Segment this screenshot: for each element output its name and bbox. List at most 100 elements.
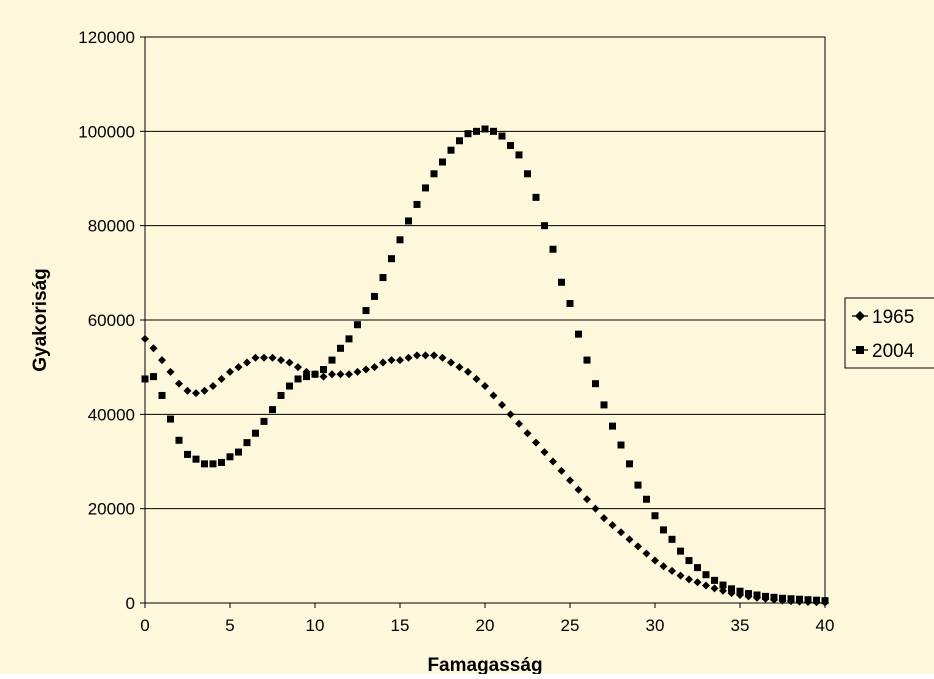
legend-marker-1965	[855, 311, 865, 321]
point-2004	[770, 593, 778, 601]
point-2004	[150, 373, 157, 381]
point-1965	[345, 370, 353, 379]
legend-box	[844, 297, 934, 369]
point-1965	[328, 370, 336, 379]
point-1965	[600, 514, 608, 523]
y-tick-label: 20000	[88, 500, 135, 519]
point-1965	[404, 353, 413, 362]
point-2004	[575, 330, 582, 338]
point-2004	[201, 460, 208, 468]
point-1965	[676, 571, 685, 580]
point-1965	[651, 556, 659, 565]
point-1965	[549, 457, 557, 466]
point-1965	[413, 351, 421, 360]
point-2004	[362, 307, 370, 315]
legend-marker-2004	[856, 346, 864, 354]
point-2004	[779, 594, 786, 602]
point-2004	[345, 335, 353, 343]
y-tick-label: 40000	[88, 405, 135, 424]
point-2004	[422, 184, 429, 192]
point-1965	[396, 356, 404, 365]
point-2004	[439, 158, 446, 166]
y-tick-label: 60000	[88, 311, 135, 330]
point-1965	[209, 382, 217, 391]
legend-label-1965: 1965	[872, 307, 914, 328]
x-tick-label: 15	[391, 616, 410, 635]
gridlines	[145, 130, 825, 510]
point-2004	[745, 590, 752, 598]
point-2004	[634, 481, 642, 489]
point-2004	[643, 495, 650, 503]
point-2004	[549, 245, 557, 253]
point-2004	[592, 380, 599, 388]
point-2004	[447, 146, 455, 154]
point-2004	[677, 547, 684, 555]
point-1965	[336, 370, 345, 379]
x-tick-label: 25	[561, 616, 580, 635]
y-tick-label: 120000	[78, 28, 135, 47]
point-1965	[591, 504, 600, 513]
point-1965	[243, 358, 251, 367]
point-2004	[294, 375, 302, 383]
point-2004	[252, 429, 259, 437]
point-1965	[447, 358, 455, 367]
point-1965	[387, 356, 396, 365]
legend-item-1965: 1965	[852, 307, 914, 328]
point-2004	[702, 571, 710, 579]
point-1965	[379, 358, 387, 367]
x-tick-label: 35	[731, 616, 750, 635]
point-2004	[277, 391, 285, 399]
x-axis-title: Famagasság	[427, 655, 542, 674]
point-2004	[804, 596, 812, 604]
point-2004	[660, 526, 667, 534]
point-1965	[617, 528, 625, 537]
point-2004	[456, 137, 463, 145]
point-2004	[711, 576, 718, 584]
point-1965	[200, 386, 209, 395]
point-2004	[430, 170, 438, 178]
point-2004	[260, 417, 268, 425]
point-1965	[192, 389, 200, 398]
point-2004	[354, 321, 361, 329]
point-2004	[626, 460, 633, 468]
point-2004	[617, 441, 625, 449]
point-2004	[600, 401, 608, 409]
point-1965	[540, 448, 549, 457]
point-1965	[277, 356, 285, 365]
point-2004	[558, 278, 565, 286]
series-2004	[141, 125, 829, 605]
point-2004	[507, 141, 514, 149]
point-1965	[438, 353, 447, 362]
point-1965	[268, 353, 277, 362]
point-1965	[464, 367, 472, 376]
point-1965	[251, 353, 260, 362]
x-tick-label: 30	[646, 616, 665, 635]
point-2004	[787, 595, 795, 603]
point-1965	[693, 578, 702, 587]
point-1965	[608, 521, 617, 530]
point-1965	[319, 372, 328, 381]
point-1965	[702, 581, 710, 590]
point-1965	[158, 356, 166, 365]
point-1965	[710, 584, 719, 593]
point-2004	[303, 373, 310, 381]
point-1965	[234, 363, 243, 372]
y-tick-label: 80000	[88, 217, 135, 236]
point-2004	[490, 127, 497, 135]
y-axis-title: Gyakoriság	[30, 268, 51, 372]
point-1965	[430, 351, 438, 360]
point-2004	[464, 130, 472, 138]
point-1965	[362, 365, 370, 374]
point-2004	[668, 535, 676, 543]
point-2004	[141, 375, 149, 383]
point-2004	[524, 170, 531, 178]
point-2004	[515, 151, 523, 159]
point-1965	[455, 363, 464, 372]
point-1965	[523, 429, 532, 438]
y-tick-label: 100000	[78, 122, 135, 141]
point-1965	[481, 382, 489, 391]
point-1965	[498, 400, 506, 409]
point-2004	[311, 370, 319, 378]
point-2004	[371, 292, 378, 300]
legend-item-2004: 2004	[852, 341, 915, 362]
